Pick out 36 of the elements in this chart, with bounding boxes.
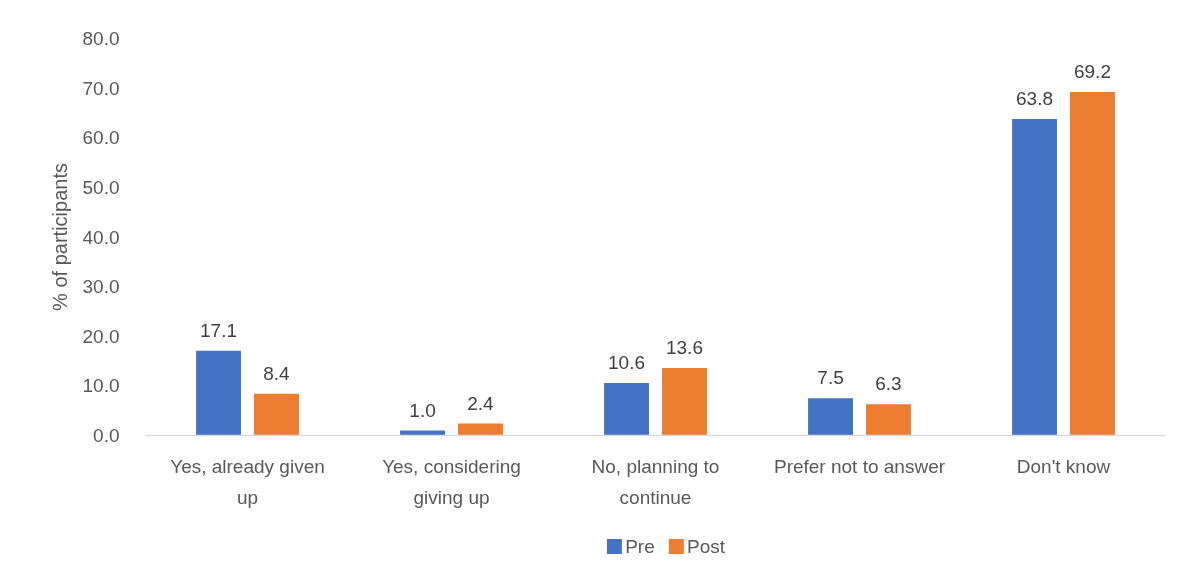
bar (866, 404, 911, 436)
y-tick-label: 10.0 (82, 375, 120, 397)
bar (254, 393, 299, 436)
y-axis-title: % of participants (48, 163, 71, 311)
bar (662, 368, 707, 436)
bar (808, 398, 853, 436)
data-label: 17.1 (200, 319, 238, 341)
y-tick-label: 60.0 (82, 127, 120, 149)
data-label: 13.6 (665, 337, 703, 359)
x-tick-label: Prefer not to answer (773, 455, 946, 477)
y-tick-label: 40.0 (82, 226, 120, 248)
x-tick-label: Yes, already given up (170, 455, 325, 508)
y-tick-label: 0.0 (93, 425, 120, 446)
data-label: 7.5 (817, 367, 844, 389)
y-tick-label: 50.0 (82, 176, 120, 198)
data-label: 69.2 (1073, 61, 1111, 83)
bar (1012, 118, 1057, 436)
bar (604, 382, 649, 436)
data-label: 6.3 (875, 373, 902, 395)
data-label: 63.8 (1016, 87, 1054, 109)
legend-label: Post (687, 536, 726, 557)
data-label: 2.4 (467, 392, 495, 414)
data-label: 1.0 (409, 399, 436, 421)
y-tick-label: 30.0 (82, 276, 120, 298)
y-tick-label: 70.0 (82, 77, 120, 99)
y-tick-label: 20.0 (82, 325, 120, 347)
legend-label: Pre (625, 536, 655, 557)
bar (458, 423, 503, 436)
y-tick-label: 80.0 (82, 28, 120, 49)
bar (1070, 92, 1115, 436)
bar (196, 350, 241, 436)
data-label: 8.4 (263, 362, 291, 384)
x-tick-label: Yes, considering giving up (382, 455, 521, 508)
data-label: 10.6 (608, 351, 646, 373)
x-tick-label: No, planning to continue (591, 455, 720, 508)
x-tick-label: Don't know (1016, 455, 1111, 477)
